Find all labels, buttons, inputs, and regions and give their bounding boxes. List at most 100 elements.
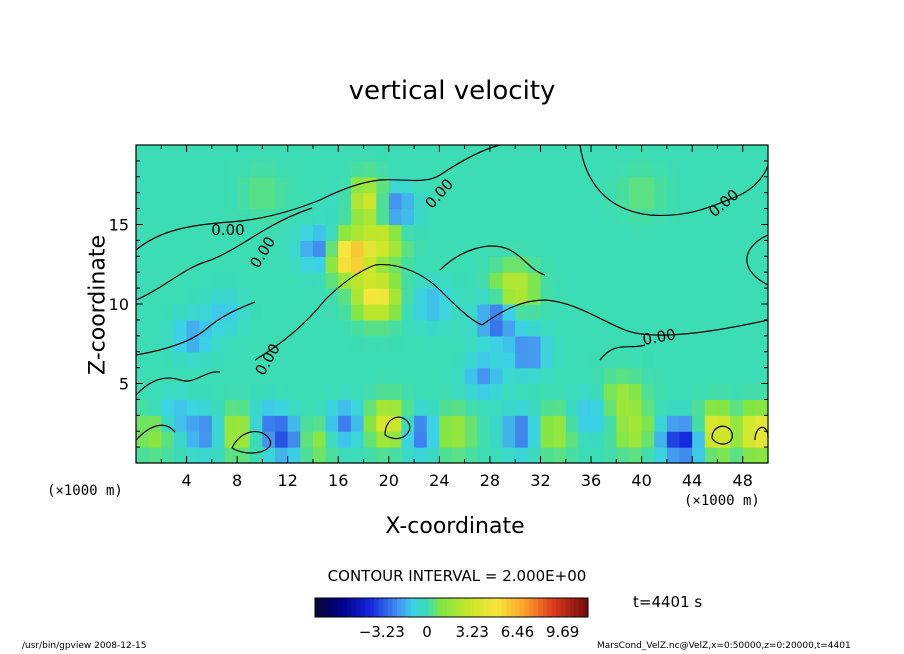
field-cell (452, 272, 466, 289)
contour-line (384, 416, 411, 440)
field-cell (515, 319, 529, 337)
field-cell (388, 367, 403, 385)
field-cell (654, 224, 668, 241)
field-cell (489, 240, 504, 257)
field-cell (730, 415, 744, 432)
field-cell (224, 224, 238, 241)
field-cell (616, 208, 630, 226)
field-cell (692, 192, 706, 210)
field-cell (502, 145, 516, 162)
field-cell (199, 399, 213, 416)
field-cell (363, 399, 377, 416)
field-cell (199, 431, 213, 448)
colorbar-segment (451, 598, 457, 617)
field-cell (338, 160, 352, 178)
field-cell (350, 256, 365, 273)
field-cell (275, 240, 289, 257)
colorbar-segment (387, 598, 393, 617)
field-cell (527, 431, 542, 448)
field-cell (666, 160, 681, 178)
field-cell (249, 176, 263, 194)
field-cell (565, 431, 579, 448)
field-cell (477, 351, 491, 369)
colorbar-segment (465, 598, 471, 617)
field-cell (148, 399, 162, 416)
field-cell (527, 288, 542, 305)
field-cell (553, 176, 567, 194)
field-cell (679, 319, 693, 337)
field-cell (679, 351, 693, 369)
field-cell (603, 145, 617, 162)
x-unit-left: (×1000 m) (47, 483, 123, 499)
field-cell (527, 208, 542, 226)
field-cell (161, 304, 175, 321)
field-cell (742, 256, 756, 273)
field-cell (300, 319, 314, 337)
field-cell (704, 399, 719, 416)
field-cell (338, 431, 352, 448)
field-cell (641, 415, 655, 432)
colorbar-segment (551, 598, 557, 617)
field-cell (439, 319, 453, 337)
field-cell (136, 351, 150, 369)
colorbar-segment (533, 598, 539, 617)
field-cell (136, 367, 150, 385)
field-cell (616, 351, 630, 369)
field-cell (565, 224, 579, 241)
field-cell (401, 224, 415, 241)
contour-line (135, 207, 313, 301)
field-cell (414, 367, 428, 385)
colorbar-segment (537, 598, 543, 617)
field-cell (717, 256, 731, 273)
field-cell (350, 304, 365, 321)
field-cell (376, 176, 390, 194)
field-cell (161, 367, 175, 385)
field-cell (388, 383, 403, 400)
field-cell (211, 240, 226, 257)
field-cell (186, 399, 200, 416)
field-cell (717, 431, 731, 448)
field-cell (477, 367, 491, 385)
field-cell (426, 208, 440, 226)
field-cell (401, 192, 415, 210)
field-cell (730, 335, 744, 353)
field-cell (489, 256, 504, 273)
field-cell (350, 192, 365, 210)
field-cell (591, 367, 605, 385)
field-cell (527, 256, 542, 273)
field-cell (717, 351, 731, 369)
field-cell (414, 447, 428, 464)
field-cell (426, 431, 440, 448)
field-cell (237, 399, 251, 416)
field-cell (148, 415, 162, 432)
field-cell (616, 367, 630, 385)
field-cell (401, 288, 415, 305)
field-cell (249, 304, 263, 321)
field-cell (249, 192, 263, 210)
field-cell (591, 145, 605, 162)
field-cell (717, 367, 731, 385)
field-cell (325, 272, 339, 289)
field-cell (325, 367, 339, 385)
field-cell (527, 447, 542, 464)
field-cell (401, 240, 415, 257)
field-cell (173, 431, 188, 448)
field-cell (742, 351, 756, 369)
field-cell (136, 224, 150, 241)
field-cell (173, 160, 188, 178)
field-cell (565, 192, 579, 210)
field-cell (426, 351, 440, 369)
field-cell (439, 192, 453, 210)
field-cell (275, 224, 289, 241)
field-cell (641, 272, 655, 289)
field-cell (211, 351, 226, 369)
field-cell (565, 145, 579, 162)
field-cell (704, 351, 719, 369)
field-cell (439, 224, 453, 241)
field-cell (312, 383, 327, 400)
field-cell (616, 288, 630, 305)
colorbar-segment (328, 598, 334, 617)
field-cell (578, 431, 592, 448)
field-cell (136, 415, 150, 432)
field-cell (477, 272, 491, 289)
